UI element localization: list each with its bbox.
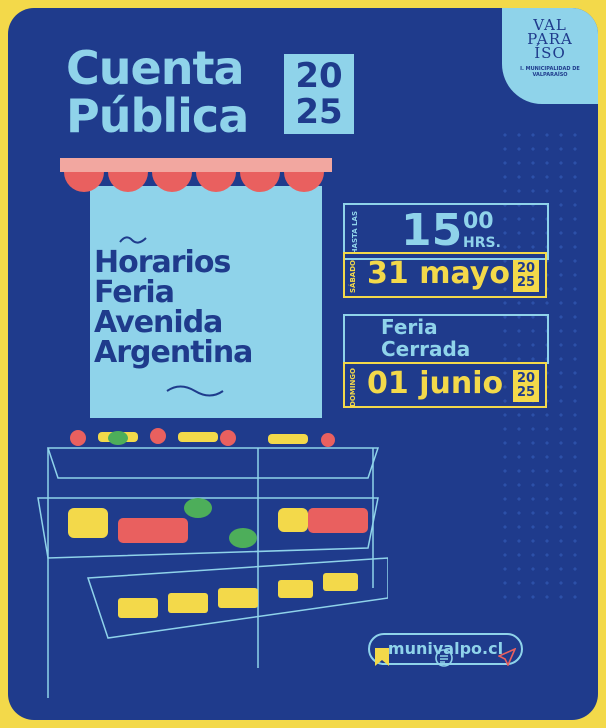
hrs-label: HRS. xyxy=(463,235,501,251)
date-box-saturday: SÁBADO 31 mayo 20 25 xyxy=(343,252,547,298)
date-box-sunday: DOMINGO 01 junio 20 25 xyxy=(343,362,547,408)
swirl-icon xyxy=(119,236,147,244)
chat-icon[interactable] xyxy=(434,648,454,668)
logo-subtitle: I. MUNICIPALIDAD DE VALPARAÍSO xyxy=(520,66,580,78)
bookmark-icon[interactable] xyxy=(375,648,389,666)
date: 01 junio xyxy=(367,366,504,401)
send-icon[interactable] xyxy=(498,648,516,666)
awning-illustration xyxy=(60,158,332,192)
info-panel: Horarios Feria Avenida Argentina xyxy=(90,186,322,418)
hours-box: HASTA LAS 15 00 HRS. xyxy=(343,203,549,260)
minutes: 00 xyxy=(463,209,494,234)
panel-heading: Horarios Feria Avenida Argentina xyxy=(94,245,253,370)
poster: VAL PARA ÍSO I. MUNICIPALIDAD DE VALPARAÍS… xyxy=(8,8,598,720)
website-link[interactable]: munivalpo.cl xyxy=(368,633,523,665)
page-title: Cuenta Pública xyxy=(66,41,249,143)
year-badge-small: 20 25 xyxy=(513,260,539,292)
year-badge-small: 20 25 xyxy=(513,370,539,402)
date: 31 mayo xyxy=(367,256,510,291)
valparaiso-logo: VAL PARA ÍSO I. MUNICIPALIDAD DE VALPARAÍS… xyxy=(502,8,598,104)
hour: 15 xyxy=(401,205,463,256)
year-badge: 20 25 xyxy=(284,54,354,134)
market-stall-illustration xyxy=(37,428,388,698)
dot-pattern xyxy=(498,128,578,608)
swirl-icon xyxy=(166,385,224,397)
closed-box: Feria Cerrada xyxy=(343,314,549,364)
